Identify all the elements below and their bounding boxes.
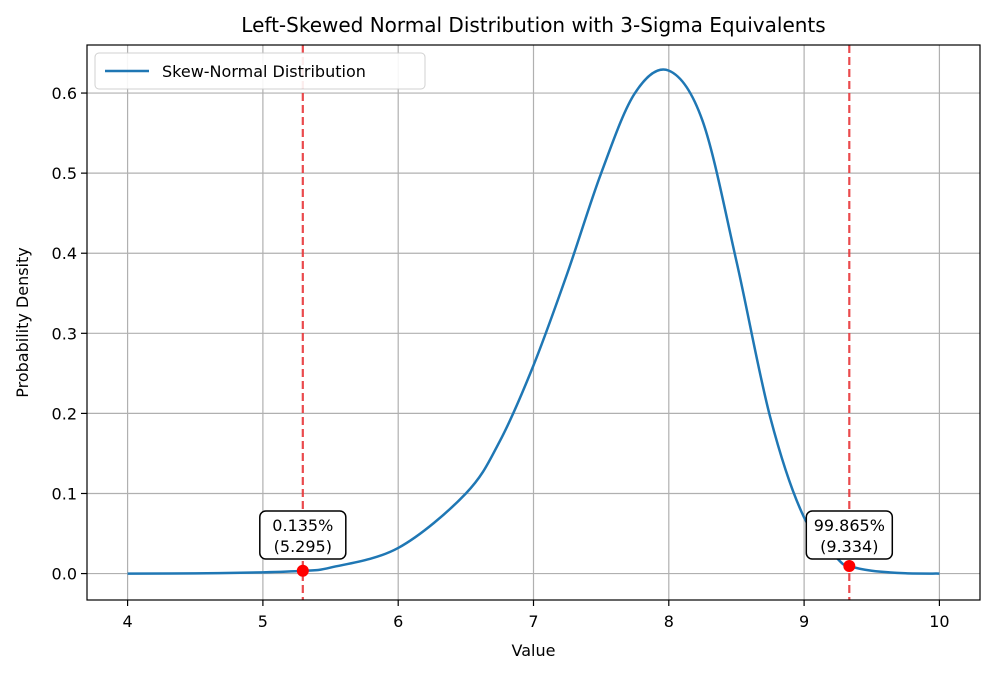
legend-box xyxy=(94,52,426,90)
x-tick-label: 5 xyxy=(258,612,268,631)
x-tick-label: 6 xyxy=(393,612,403,631)
y-axis-ticks: 0.0 0.1 0.2 0.3 0.4 0.5 0.6 xyxy=(52,84,87,584)
legend: Skew-Normal Distribution xyxy=(94,52,426,90)
y-tick-label: 0.5 xyxy=(52,164,77,183)
annotation-box xyxy=(259,510,347,560)
annotation-layer: 0.135% (5.295) 99.865% (9.334) xyxy=(259,510,894,560)
annotation-percent: 99.865% xyxy=(814,516,885,535)
x-tick-label: 4 xyxy=(122,612,132,631)
x-tick-label: 7 xyxy=(528,612,538,631)
y-tick-label: 0.2 xyxy=(52,404,77,423)
y-axis-label: Probability Density xyxy=(13,247,32,398)
marker-layer xyxy=(296,559,856,577)
x-tick-label: 9 xyxy=(799,612,809,631)
x-tick-label: 8 xyxy=(664,612,674,631)
annotation-box xyxy=(805,510,894,560)
annotation-percent: 0.135% xyxy=(272,516,333,535)
y-tick-label: 0.3 xyxy=(52,324,77,343)
data-point-marker xyxy=(296,564,309,577)
x-axis-label: Value xyxy=(512,641,556,660)
annotation-label: 99.865% (9.334) xyxy=(805,510,894,560)
data-point-marker xyxy=(843,559,856,572)
x-axis-ticks: 4 5 6 7 8 9 10 xyxy=(122,600,950,631)
y-tick-label: 0.6 xyxy=(52,84,77,103)
chart-title: Left-Skewed Normal Distribution with 3-S… xyxy=(241,13,825,37)
y-tick-label: 0.0 xyxy=(52,565,77,584)
annotation-value: (9.334) xyxy=(820,537,878,556)
annotation-value: (5.295) xyxy=(274,537,332,556)
y-tick-label: 0.4 xyxy=(52,244,77,263)
x-tick-label: 10 xyxy=(929,612,949,631)
y-tick-label: 0.1 xyxy=(52,484,77,503)
reference-lines xyxy=(301,45,851,600)
annotation-label: 0.135% (5.295) xyxy=(259,510,347,560)
legend-label: Skew-Normal Distribution xyxy=(162,62,366,81)
